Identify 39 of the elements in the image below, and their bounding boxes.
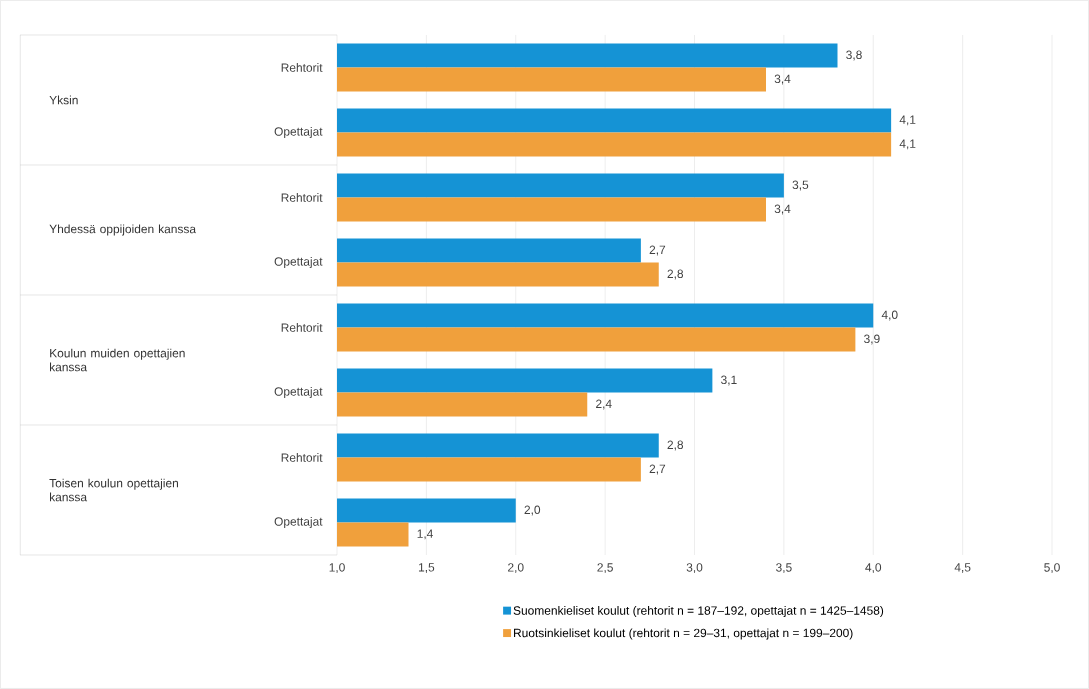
data-label: 1,4 <box>417 529 433 540</box>
x-tick-label: 3,0 <box>686 563 703 574</box>
data-label: 3,8 <box>846 50 862 61</box>
y-tick-label: Rehtorit <box>281 323 323 332</box>
x-tick-label: 4,5 <box>954 563 971 573</box>
data-label: 4,1 <box>899 115 916 126</box>
data-label: 3,1 <box>721 375 737 386</box>
y-tick-label: Rehtorit <box>281 453 323 462</box>
y-tick-label: Rehtorit <box>281 193 323 202</box>
text: Yksin <box>49 95 78 105</box>
data-label: 3,4 <box>774 204 791 215</box>
x-tick-label: 1,5 <box>418 563 435 573</box>
legend-label: Suomenkieliset koulut (rehtorit n = 187–192, opettajat n = 1425–1458) <box>513 605 884 618</box>
data-label: 4,0 <box>881 310 898 321</box>
text: Yhdessä oppijoiden kanssa <box>49 224 197 236</box>
y-tick-label: Opettajat <box>274 256 323 269</box>
data-label: 3,9 <box>864 334 880 345</box>
data-label: 4,1 <box>899 139 916 150</box>
y-tick-label: Rehtorit <box>281 63 323 72</box>
data-label: 2,7 <box>649 464 666 475</box>
x-tick-label: 2,0 <box>508 563 524 574</box>
y-tick-label: Opettajat <box>274 516 323 529</box>
x-tick-label: 1,0 <box>329 563 345 574</box>
y-tick-label: Opettajat <box>274 386 323 399</box>
data-label: 2,8 <box>667 269 684 280</box>
x-tick-label: 5,0 <box>1044 563 1060 574</box>
x-tick-label: 2,5 <box>597 563 613 574</box>
data-label: 2,7 <box>649 245 666 256</box>
text: Koulun muiden opettajien kanssa <box>50 348 185 372</box>
data-label: 2,4 <box>596 399 612 410</box>
x-tick-label: 3,5 <box>776 563 792 574</box>
y-tick-label: Opettajat <box>274 126 323 139</box>
x-tick-label: 4,0 <box>865 563 882 574</box>
data-label: 3,4 <box>774 74 791 85</box>
data-label: 2,8 <box>667 440 684 451</box>
data-label: 2,0 <box>524 505 541 516</box>
data-label: 3,5 <box>792 180 809 191</box>
text: Toisen koulun opettajien kanssa <box>49 478 178 502</box>
legend-label: Ruotsinkieliset koulut (rehtorit n = 29–31, opettajat n = 199–200) <box>514 628 853 640</box>
